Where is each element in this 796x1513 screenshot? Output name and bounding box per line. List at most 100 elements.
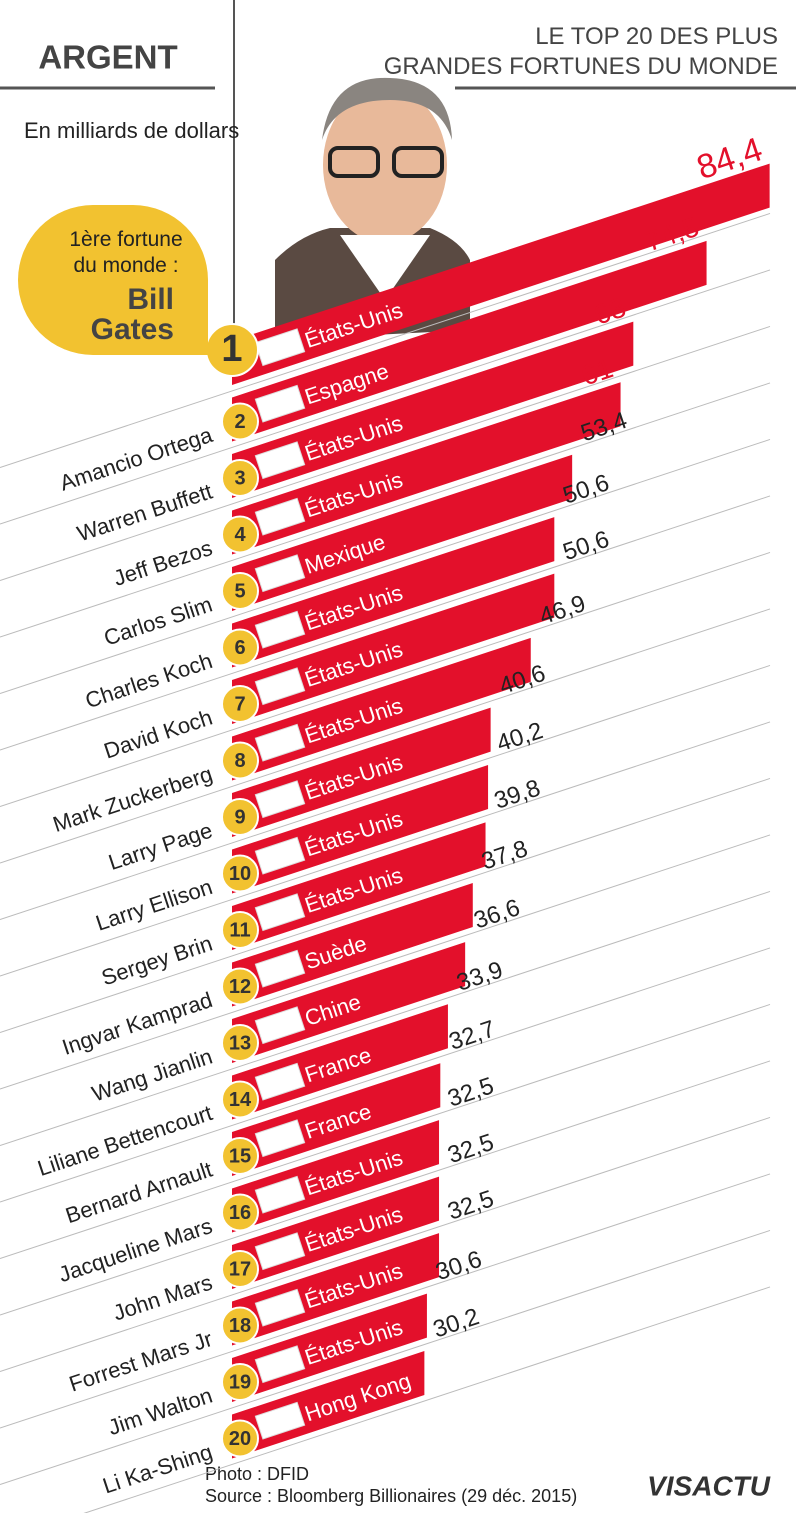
rank-label: 13 (229, 1032, 251, 1054)
rank-badge (221, 1363, 259, 1401)
flag (254, 667, 306, 706)
value-label: 30,6 (432, 1246, 485, 1286)
rank-badge (221, 1306, 259, 1345)
source: Source : Bloomberg Billionaires (29 déc.… (205, 1486, 577, 1506)
rank-badge (221, 402, 259, 441)
bar (232, 454, 573, 611)
name-label: Warren Buffett (74, 479, 215, 547)
flag (254, 1062, 306, 1101)
row-divider (0, 269, 771, 525)
flag (254, 554, 306, 593)
rank-label: 17 (229, 1258, 251, 1280)
rank-label: 18 (229, 1315, 251, 1337)
rank-badge (221, 459, 259, 497)
row-divider (0, 1060, 771, 1316)
flag (254, 1006, 306, 1045)
flag (254, 441, 306, 480)
rank-badge (221, 911, 259, 949)
name-label: Jeff Bezos (110, 535, 215, 591)
name-label: Forrest Mars Jr (66, 1326, 215, 1397)
value-label: 32,5 (444, 1185, 497, 1225)
subtitle: En milliards de dollars (24, 118, 239, 143)
rank-badge (221, 1193, 259, 1232)
rank-badge (221, 741, 259, 780)
row-divider (0, 212, 771, 469)
flag (254, 1288, 306, 1327)
rank-label: 10 (229, 863, 251, 885)
row-divider (0, 777, 771, 1034)
row-divider (0, 438, 771, 695)
bar (232, 573, 555, 724)
value-label: 40,2 (493, 717, 546, 757)
value-label: 39,8 (491, 774, 544, 814)
rank-badge (221, 1137, 259, 1175)
rank-label: 1 (221, 328, 242, 370)
rank-label: 6 (234, 637, 245, 659)
flag (254, 1175, 306, 1214)
rank-label: 5 (234, 580, 245, 602)
flag (254, 1401, 306, 1440)
bar (232, 637, 531, 781)
rank-label: 9 (234, 806, 245, 828)
row-divider (0, 664, 771, 921)
value-label: 37,8 (478, 835, 531, 875)
row-divider (0, 1229, 771, 1486)
rank-label: 3 (234, 467, 245, 489)
row-divider (0, 1173, 771, 1429)
callout-name: Bill Gates (90, 283, 174, 346)
row-divider (83, 1286, 771, 1513)
rank-badge (221, 1080, 259, 1119)
row-divider (0, 495, 771, 751)
rank-label: 2 (234, 411, 245, 433)
bar (232, 382, 621, 555)
value-label: 36,6 (471, 894, 524, 934)
rank-badge (221, 1419, 259, 1458)
bar (232, 517, 555, 668)
name-label: Charles Koch (82, 648, 215, 713)
callout-text: 1ère fortune du monde : (69, 228, 183, 277)
row-divider (0, 834, 771, 1090)
rank-badge (221, 572, 259, 610)
flag (254, 328, 306, 367)
bar (232, 321, 634, 498)
rank-badge (221, 854, 259, 893)
flag (254, 610, 306, 649)
flag (254, 1345, 306, 1384)
flag (254, 723, 306, 762)
callout: 1ère fortune du monde : Bill Gates (18, 205, 208, 355)
rank-badge (221, 967, 259, 1006)
rank-label: 15 (229, 1145, 251, 1167)
rank-label: 19 (229, 1371, 251, 1393)
row-divider (0, 1003, 771, 1260)
row-divider (0, 382, 771, 638)
flag (254, 1119, 306, 1158)
row-divider (0, 890, 771, 1147)
name-label: John Mars (110, 1270, 215, 1326)
value-label: 32,5 (444, 1072, 497, 1112)
flag (254, 836, 306, 875)
rank-badge (221, 798, 259, 836)
rank-badge (221, 1250, 259, 1288)
flag (254, 1232, 306, 1271)
flag (254, 780, 306, 819)
name-label: Sergey Brin (98, 931, 215, 991)
rank-label: 4 (234, 524, 246, 546)
value-label: 30,2 (430, 1303, 483, 1343)
flag (254, 949, 306, 988)
flag (254, 384, 306, 423)
flag (254, 893, 306, 932)
section-label: ARGENT (38, 39, 177, 76)
row-divider (0, 608, 771, 864)
rank-label: 16 (229, 1202, 251, 1224)
bar (232, 163, 770, 385)
title: LE TOP 20 DES PLUS GRANDES FORTUNES DU MO… (384, 23, 778, 80)
value-label: 50,6 (560, 526, 613, 566)
row-divider (0, 947, 771, 1203)
bar (232, 240, 707, 442)
rank-badge (221, 628, 259, 667)
rank-label: 12 (229, 976, 251, 998)
rank-badge (221, 685, 259, 723)
rank-badge (221, 1024, 259, 1062)
